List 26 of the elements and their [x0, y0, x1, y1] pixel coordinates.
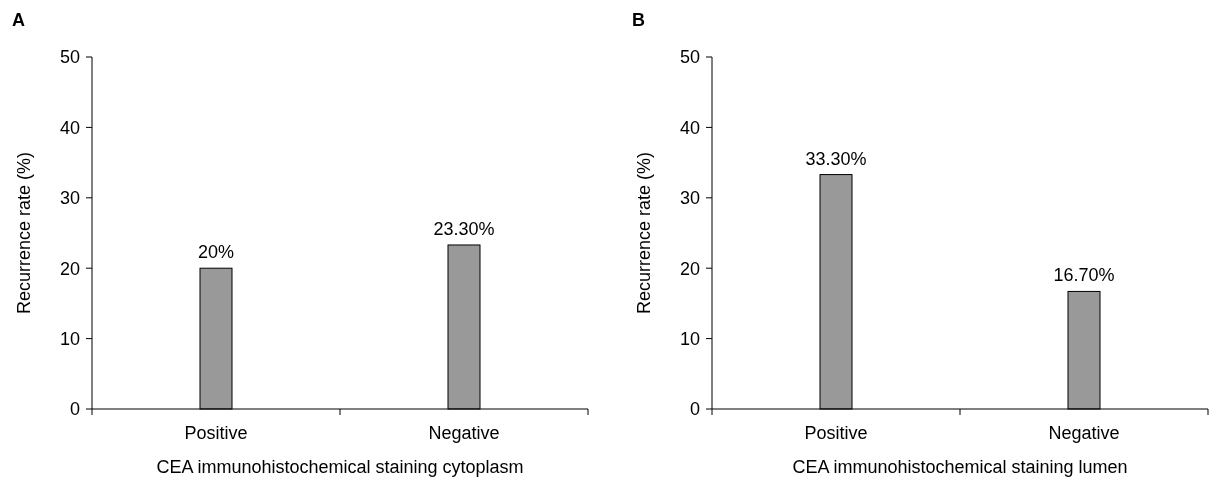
- y-axis-title: Recurrence rate (%): [634, 151, 654, 315]
- y-tick-label: 10: [679, 328, 700, 349]
- y-tick-label: 50: [59, 47, 80, 68]
- x-tick-label: Positive: [804, 423, 868, 443]
- y-tick-label: 30: [59, 188, 80, 209]
- data-label: 33.30%: [805, 148, 867, 169]
- x-axis-title: CEA immunohistochemical staining lumen: [792, 457, 1128, 477]
- x-tick-label: Negative: [1048, 423, 1120, 443]
- y-tick-label: 0: [689, 399, 700, 420]
- y-tick-label: 0: [69, 399, 80, 420]
- y-tick-label: 30: [679, 188, 700, 209]
- y-axis-title: Recurrence rate (%): [14, 151, 34, 315]
- y-tick-label: 40: [679, 117, 700, 138]
- x-tick-label: Positive: [184, 423, 248, 443]
- y-tick-label: 50: [679, 47, 700, 68]
- y-tick-label: 40: [59, 117, 80, 138]
- y-tick-label: 20: [59, 258, 80, 279]
- x-axis-title: CEA immunohistochemical staining cytoplasm: [156, 457, 524, 477]
- chart-title: B: [632, 10, 645, 30]
- data-label: 20%: [197, 242, 235, 263]
- data-label: 23.30%: [433, 218, 495, 239]
- chart-title: A: [12, 10, 25, 30]
- data-label: 16.70%: [1053, 265, 1115, 286]
- y-tick-label: 10: [59, 328, 80, 349]
- x-tick-label: Negative: [428, 423, 500, 443]
- y-tick-label: 20: [679, 258, 700, 279]
